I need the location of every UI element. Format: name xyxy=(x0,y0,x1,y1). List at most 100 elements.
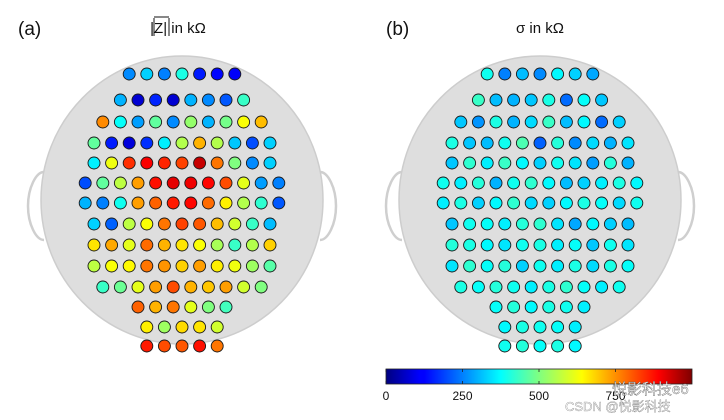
electrode xyxy=(157,339,171,353)
electrode xyxy=(149,176,163,190)
electrode xyxy=(245,136,259,150)
electrode xyxy=(140,217,154,231)
electrode xyxy=(245,217,259,231)
electrode xyxy=(228,259,242,273)
electrode xyxy=(157,259,171,273)
electrode xyxy=(568,339,582,353)
electrode xyxy=(219,280,233,294)
electrode xyxy=(131,93,145,107)
electrode xyxy=(551,320,565,334)
electrode xyxy=(603,259,617,273)
electrode xyxy=(454,176,468,190)
electrode xyxy=(228,217,242,231)
electrode xyxy=(559,93,573,107)
electrode xyxy=(568,67,582,81)
electrode xyxy=(166,176,180,190)
electrode xyxy=(237,280,251,294)
electrode xyxy=(471,280,485,294)
electrode xyxy=(210,67,224,81)
electrode xyxy=(87,156,101,170)
electrode xyxy=(237,115,251,129)
electrode xyxy=(245,259,259,273)
electrode xyxy=(140,320,154,334)
watermark-line2: CSDN @悦影科技 xyxy=(565,399,671,414)
electrode xyxy=(489,93,503,107)
electrode xyxy=(272,176,286,190)
electrode xyxy=(480,156,494,170)
electrode xyxy=(586,136,600,150)
electrode xyxy=(586,217,600,231)
electrode xyxy=(621,136,635,150)
electrode xyxy=(515,136,529,150)
electrode xyxy=(595,176,609,190)
electrode xyxy=(498,136,512,150)
electrode xyxy=(201,300,215,314)
electrode xyxy=(542,176,556,190)
electrode xyxy=(87,136,101,150)
electrode xyxy=(463,259,477,273)
electrode xyxy=(201,196,215,210)
electrode xyxy=(122,136,136,150)
electrode xyxy=(515,238,529,252)
electrode xyxy=(175,238,189,252)
electrode xyxy=(131,176,145,190)
electrode xyxy=(175,136,189,150)
electrode xyxy=(254,176,268,190)
colorbar: 0 250 500 750 xyxy=(383,368,693,403)
electrode xyxy=(228,238,242,252)
electrode xyxy=(219,93,233,107)
electrode xyxy=(586,67,600,81)
electrode xyxy=(210,136,224,150)
electrode xyxy=(210,238,224,252)
electrode xyxy=(201,176,215,190)
electrode xyxy=(559,196,573,210)
electrode xyxy=(524,93,538,107)
electrode xyxy=(96,176,110,190)
electrode xyxy=(471,176,485,190)
electrode xyxy=(533,136,547,150)
electrode xyxy=(228,67,242,81)
electrode xyxy=(621,238,635,252)
electrode xyxy=(454,115,468,129)
electrode xyxy=(140,238,154,252)
electrode xyxy=(237,196,251,210)
electrode xyxy=(219,196,233,210)
electrode xyxy=(515,259,529,273)
electrode xyxy=(551,339,565,353)
electrode xyxy=(193,339,207,353)
electrode xyxy=(471,115,485,129)
electrode xyxy=(533,339,547,353)
left-ear xyxy=(384,170,403,242)
electrode xyxy=(515,339,529,353)
electrode xyxy=(577,280,591,294)
electrode xyxy=(157,320,171,334)
electrode xyxy=(559,176,573,190)
electrode xyxy=(489,196,503,210)
electrode xyxy=(586,259,600,273)
panel-a-title: |Z| in kΩ xyxy=(150,20,206,37)
electrode xyxy=(184,93,198,107)
electrode xyxy=(131,280,145,294)
electrode xyxy=(184,115,198,129)
electrode xyxy=(166,115,180,129)
colorbar-tick-label: 0 xyxy=(383,389,390,403)
electrode xyxy=(498,339,512,353)
electrode xyxy=(254,115,268,129)
electrode xyxy=(184,176,198,190)
electrode xyxy=(542,93,556,107)
electrode xyxy=(193,320,207,334)
electrode xyxy=(87,238,101,252)
electrode xyxy=(193,238,207,252)
electrode xyxy=(577,93,591,107)
electrode xyxy=(445,217,459,231)
electrode xyxy=(122,259,136,273)
electrode xyxy=(559,300,573,314)
electrode xyxy=(131,300,145,314)
electrode xyxy=(498,67,512,81)
electrode xyxy=(577,196,591,210)
right-ear xyxy=(677,170,696,242)
panel-b-label: (b) xyxy=(386,19,409,40)
electrode xyxy=(533,238,547,252)
electrode xyxy=(568,217,582,231)
